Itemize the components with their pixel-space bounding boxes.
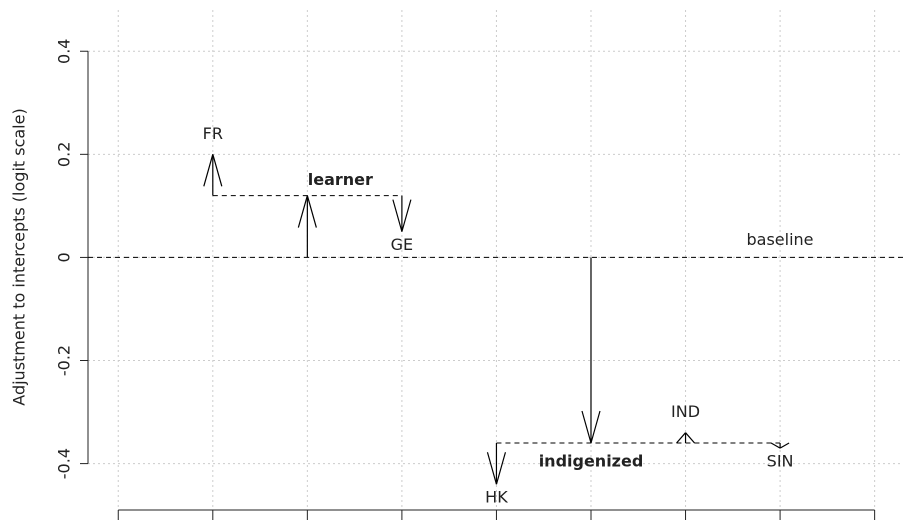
variety-arrow bbox=[203, 154, 223, 196]
baseline-label: baseline bbox=[746, 230, 813, 249]
variety-arrow bbox=[392, 195, 412, 232]
y-tick-label: -0.4 bbox=[55, 448, 74, 479]
variety-arrow bbox=[676, 432, 695, 444]
y-axis-title: Adjustment to intercepts (logit scale) bbox=[10, 108, 29, 405]
variety-label: IND bbox=[671, 402, 700, 421]
group-arrow bbox=[581, 257, 601, 444]
variety-label: HK bbox=[485, 488, 508, 507]
variety-label: GE bbox=[391, 235, 414, 254]
group-arrow bbox=[297, 195, 317, 258]
variety-arrow bbox=[486, 442, 507, 485]
variety-label: FR bbox=[203, 124, 223, 143]
variety-arrow bbox=[770, 442, 790, 449]
variety-label: SIN bbox=[767, 452, 794, 471]
y-tick-label: 0.2 bbox=[55, 142, 74, 167]
y-tick-label: 0.4 bbox=[55, 39, 74, 64]
group-label: learner bbox=[308, 170, 373, 189]
y-tick-label: -0.2 bbox=[55, 345, 74, 376]
group-label: indigenized bbox=[539, 451, 644, 470]
y-tick-label: 0 bbox=[55, 252, 74, 262]
